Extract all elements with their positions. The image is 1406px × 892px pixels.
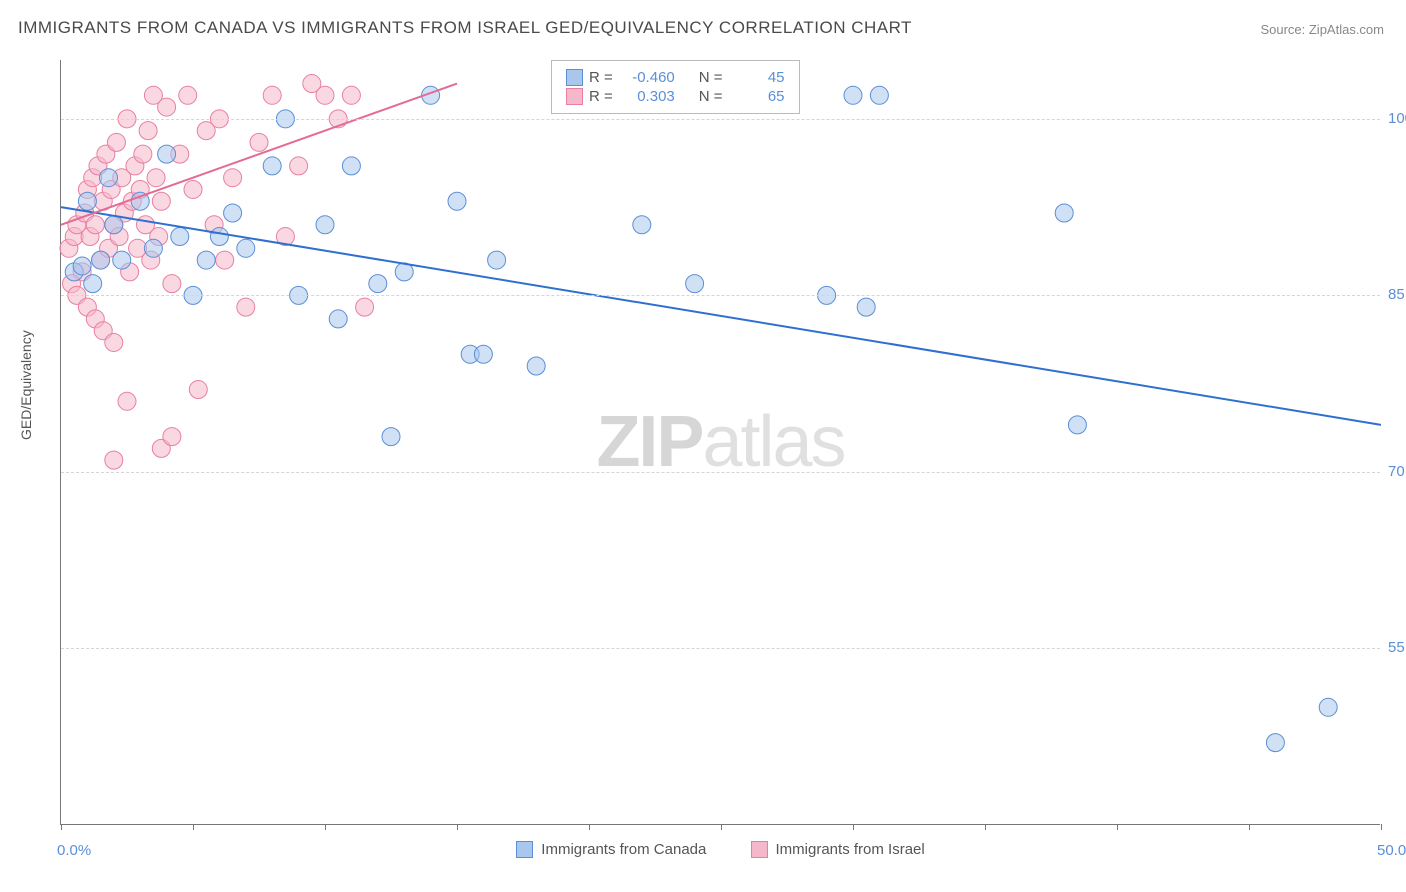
- data-point: [237, 239, 255, 257]
- data-point: [113, 251, 131, 269]
- data-point: [134, 145, 152, 163]
- data-point: [179, 86, 197, 104]
- data-point: [263, 86, 281, 104]
- xtick: [325, 824, 326, 830]
- data-point: [633, 216, 651, 234]
- trend-line: [61, 84, 457, 225]
- data-point: [448, 192, 466, 210]
- data-point: [100, 169, 118, 187]
- xtick-label: 0.0%: [57, 842, 91, 859]
- data-point: [189, 381, 207, 399]
- data-point: [105, 451, 123, 469]
- data-point: [105, 333, 123, 351]
- data-point: [857, 298, 875, 316]
- xtick-label: 50.0%: [1377, 842, 1406, 859]
- gridline: [61, 295, 1380, 296]
- data-point: [105, 216, 123, 234]
- data-point: [139, 122, 157, 140]
- data-point: [844, 86, 862, 104]
- data-point: [474, 345, 492, 363]
- ytick-label: 85.0%: [1388, 286, 1406, 303]
- xtick: [193, 824, 194, 830]
- data-point: [73, 257, 91, 275]
- trend-line: [61, 207, 1381, 425]
- data-point: [163, 428, 181, 446]
- swatch-israel-bottom: [751, 841, 768, 858]
- source-link[interactable]: ZipAtlas.com: [1309, 22, 1384, 37]
- data-point: [216, 251, 234, 269]
- data-point: [870, 86, 888, 104]
- data-point: [329, 310, 347, 328]
- data-point: [342, 157, 360, 175]
- data-point: [118, 392, 136, 410]
- data-point: [224, 169, 242, 187]
- chart-svg: [61, 60, 1380, 824]
- data-point: [316, 216, 334, 234]
- xtick: [61, 824, 62, 830]
- data-point: [107, 133, 125, 151]
- legend-label-canada: Immigrants from Canada: [541, 841, 706, 858]
- ytick-label: 100.0%: [1388, 110, 1406, 127]
- data-point: [1319, 698, 1337, 716]
- data-point: [342, 86, 360, 104]
- data-point: [163, 275, 181, 293]
- plot-area: ZIPatlas R = -0.460 N = 45 R = 0.303 N =…: [60, 60, 1380, 825]
- gridline: [61, 472, 1380, 473]
- data-point: [210, 228, 228, 246]
- legend-label-israel: Immigrants from Israel: [776, 841, 925, 858]
- source-attribution: Source: ZipAtlas.com: [1260, 22, 1384, 37]
- data-point: [147, 169, 165, 187]
- xtick: [1249, 824, 1250, 830]
- data-point: [152, 192, 170, 210]
- data-point: [84, 275, 102, 293]
- data-point: [1055, 204, 1073, 222]
- legend-item-canada: Immigrants from Canada: [516, 841, 706, 858]
- xtick: [721, 824, 722, 830]
- data-point: [290, 157, 308, 175]
- xtick: [589, 824, 590, 830]
- data-point: [686, 275, 704, 293]
- gridline: [61, 648, 1380, 649]
- chart-title: IMMIGRANTS FROM CANADA VS IMMIGRANTS FRO…: [18, 18, 912, 38]
- data-point: [250, 133, 268, 151]
- data-point: [158, 98, 176, 116]
- data-point: [316, 86, 334, 104]
- gridline: [61, 119, 1380, 120]
- source-prefix: Source:: [1260, 22, 1308, 37]
- swatch-canada-bottom: [516, 841, 533, 858]
- data-point: [1068, 416, 1086, 434]
- data-point: [92, 251, 110, 269]
- data-point: [382, 428, 400, 446]
- data-point: [1266, 734, 1284, 752]
- data-point: [158, 145, 176, 163]
- y-axis-label: GED/Equivalency: [18, 330, 34, 440]
- xtick: [1381, 824, 1382, 830]
- data-point: [224, 204, 242, 222]
- xtick: [853, 824, 854, 830]
- data-point: [197, 251, 215, 269]
- data-point: [488, 251, 506, 269]
- data-point: [144, 239, 162, 257]
- xtick: [985, 824, 986, 830]
- xtick: [1117, 824, 1118, 830]
- legend-item-israel: Immigrants from Israel: [751, 841, 925, 858]
- data-point: [184, 180, 202, 198]
- data-point: [237, 298, 255, 316]
- data-point: [171, 228, 189, 246]
- ytick-label: 70.0%: [1388, 463, 1406, 480]
- data-point: [78, 192, 96, 210]
- xtick: [457, 824, 458, 830]
- data-point: [369, 275, 387, 293]
- data-point: [263, 157, 281, 175]
- data-point: [527, 357, 545, 375]
- ytick-label: 55.0%: [1388, 639, 1406, 656]
- data-point: [86, 216, 104, 234]
- data-point: [356, 298, 374, 316]
- series-legend: Immigrants from Canada Immigrants from I…: [61, 841, 1380, 862]
